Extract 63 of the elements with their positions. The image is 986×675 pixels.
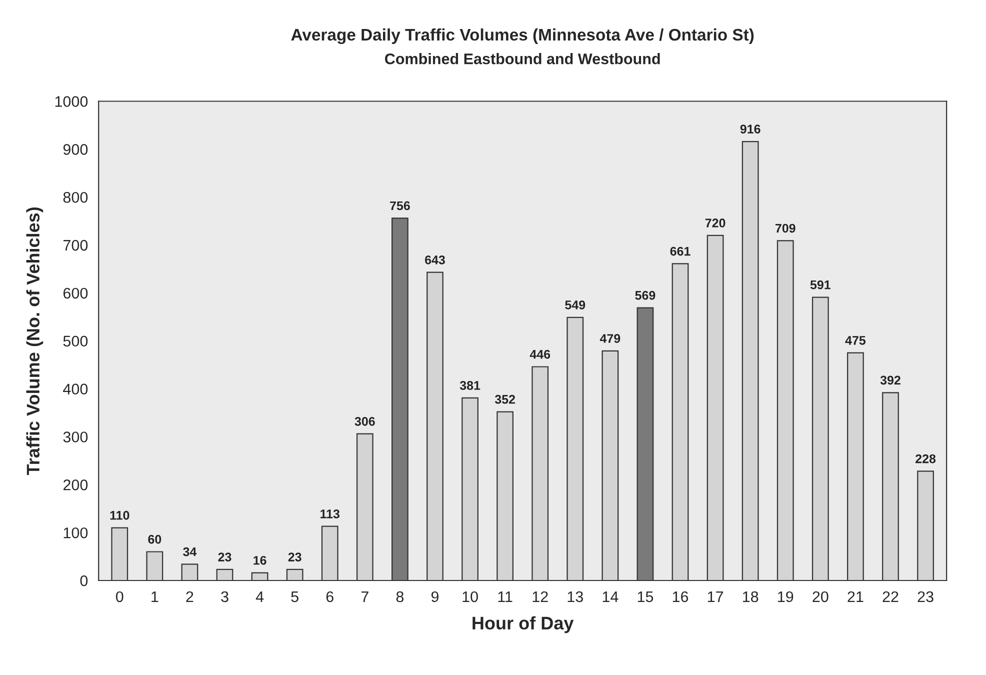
- y-tick-label: 600: [63, 288, 88, 299]
- x-tick-label: 11: [498, 591, 512, 602]
- y-tick-label: 100: [64, 527, 88, 538]
- x-tick-label: 19: [778, 591, 794, 602]
- data-label: 756: [390, 201, 410, 210]
- data-label: 352: [494, 394, 515, 404]
- x-tick-label: 12: [532, 591, 548, 602]
- y-tick-label: 700: [63, 240, 88, 251]
- y-axis-title: Traffic Volume (No. of Vehicles): [26, 207, 44, 475]
- data-label: 709: [775, 224, 796, 233]
- x-tick-label: 3: [221, 591, 228, 602]
- data-label: 392: [880, 376, 900, 385]
- x-tick-label: 4: [256, 591, 264, 602]
- x-tick-label: 1: [152, 591, 158, 602]
- x-tick-label: 8: [396, 591, 404, 602]
- data-label: 720: [705, 218, 726, 228]
- x-tick-label: 6: [326, 591, 334, 602]
- y-tick-label: 1000: [55, 96, 88, 107]
- y-tick-label: 400: [63, 384, 88, 394]
- y-tick-label: 500: [63, 336, 88, 347]
- y-tick-label: 200: [63, 480, 88, 490]
- data-label: 549: [565, 300, 586, 310]
- data-label: 916: [740, 124, 760, 134]
- y-tick-label: 800: [63, 192, 88, 203]
- x-tick-label: 16: [672, 591, 688, 602]
- y-tick-label: 300: [63, 432, 88, 442]
- x-tick-label: 9: [431, 591, 439, 602]
- data-label: 643: [425, 255, 445, 264]
- x-tick-label: 20: [812, 591, 828, 602]
- x-tick-label: 18: [743, 591, 758, 602]
- x-tick-label: 23: [918, 591, 934, 602]
- data-label: 228: [916, 454, 936, 464]
- data-label: 381: [460, 381, 480, 390]
- x-axis-title: Hour of Day: [472, 616, 574, 634]
- x-tick-label: 2: [186, 591, 194, 602]
- data-label: 60: [148, 534, 162, 544]
- data-label: 569: [635, 290, 656, 300]
- chart-subtitle: Combined Eastbound and Westbound: [385, 53, 660, 64]
- data-label: 16: [254, 556, 266, 565]
- data-label: 591: [810, 280, 830, 290]
- chart-title: Average Daily Traffic Volumes (Minnesota Ave / Ontario St): [291, 28, 754, 44]
- data-label: 475: [845, 336, 866, 345]
- x-tick-label: 21: [848, 591, 864, 602]
- data-label: 446: [530, 350, 550, 359]
- x-tick-label: 15: [638, 591, 654, 602]
- x-tick-label: 22: [882, 591, 898, 602]
- x-tick-label: 13: [568, 591, 583, 602]
- y-tick-label: 0: [80, 575, 88, 586]
- x-tick-label: 0: [116, 591, 124, 602]
- x-tick-label: 5: [291, 591, 298, 602]
- data-label: 479: [600, 334, 620, 343]
- y-tick-label: 900: [63, 144, 88, 155]
- x-tick-label: 10: [462, 591, 478, 602]
- data-label: 661: [670, 246, 690, 256]
- data-label: 34: [183, 547, 197, 556]
- x-tick-label: 14: [602, 591, 618, 602]
- data-label: 23: [288, 552, 302, 562]
- x-tick-label: 17: [708, 591, 724, 602]
- data-label: 113: [320, 509, 340, 518]
- data-label: 306: [354, 416, 375, 426]
- data-label: 23: [218, 552, 232, 562]
- data-label: 110: [110, 510, 130, 520]
- x-tick-label: 7: [361, 591, 368, 602]
